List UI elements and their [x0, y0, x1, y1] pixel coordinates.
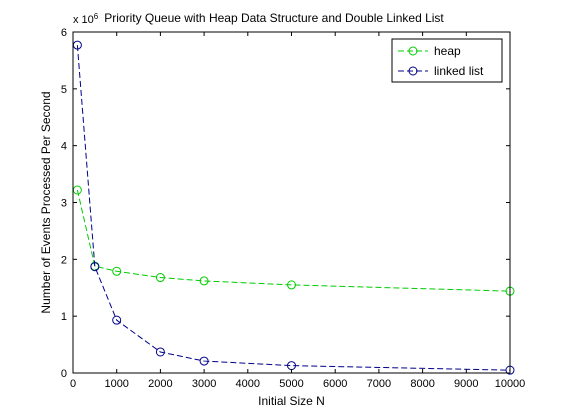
x-tick-label: 7000 [367, 378, 391, 390]
x-axis-label: Initial Size N [258, 394, 325, 408]
x-tick-label: 10000 [495, 378, 526, 390]
x-tick-label: 4000 [236, 378, 260, 390]
data-point-linked-list [199, 356, 209, 366]
y-axis-label: Number of Events Processed Per Second [39, 91, 53, 313]
y-exponent-label: x 106 [73, 12, 99, 27]
y-tick-label: 2 [61, 254, 67, 266]
data-point-linked-list [90, 262, 100, 272]
data-point-heap [155, 273, 165, 283]
y-tick-label: 0 [61, 368, 67, 380]
y-tick-label: 3 [61, 198, 67, 210]
y-exponent-base: x 10 [73, 14, 94, 26]
x-tick-label: 6000 [323, 378, 347, 390]
y-exponent-power: 6 [94, 12, 99, 21]
x-tick-label: 0 [70, 378, 76, 390]
y-tick-label: 1 [61, 311, 67, 323]
legend-label-heap: heap [434, 44, 461, 58]
data-point-heap [287, 280, 296, 290]
x-tick-label: 5000 [279, 378, 303, 390]
x-tick-label: 3000 [192, 378, 216, 390]
legend-marker-heap [408, 46, 418, 56]
chart-title: Priority Queue with Heap Data Structure … [104, 11, 444, 25]
x-tick-label: 1000 [104, 378, 128, 390]
legend: heap linked list [391, 38, 503, 83]
x-tick-label: 9000 [454, 378, 478, 390]
legend-box [391, 38, 503, 83]
legend-marker-linked-list [408, 66, 418, 76]
data-point-linked-list [155, 347, 165, 357]
plot-area [73, 32, 510, 373]
data-point-linked-list [112, 315, 122, 325]
legend-label-linked-list: linked list [434, 64, 484, 78]
y-tick-label: 4 [61, 141, 67, 153]
x-tick-label: 8000 [410, 378, 434, 390]
series-line-linked-list [76, 45, 511, 371]
ticks-layer: 0 1000 2000 3000 4000 5000 6000 7000 8000 9000 100… [61, 27, 525, 390]
y-tick-label: 5 [61, 84, 67, 96]
data-point-heap [112, 266, 122, 276]
x-tick-label: 2000 [148, 378, 172, 390]
y-tick-label: 6 [61, 27, 67, 39]
series-line-heap [76, 189, 511, 292]
data-point-heap [199, 276, 209, 286]
